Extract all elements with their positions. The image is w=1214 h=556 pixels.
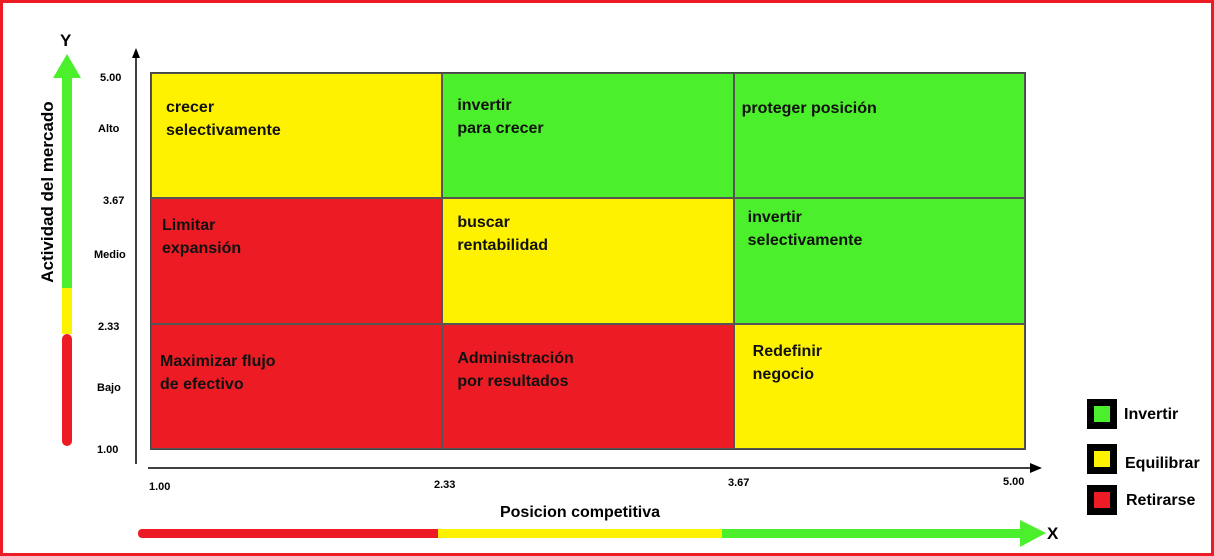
cell-label: Redefinir negocio xyxy=(752,342,822,383)
y-arrow-yellow-segment xyxy=(62,288,72,334)
y-axis-arrowhead xyxy=(132,48,140,58)
x-axis-arrowhead xyxy=(1030,463,1042,473)
cell-label: buscar rentabilidad xyxy=(457,214,549,255)
y-axis-line xyxy=(132,48,140,464)
cell-label: crecer selectivamente xyxy=(166,99,281,139)
y-tick: Bajo xyxy=(97,382,121,394)
cell-label: invertir selectivamente xyxy=(747,209,863,250)
y-gradient-arrow xyxy=(53,54,81,446)
strategy-matrix: crecer selectivamente invertir para crec… xyxy=(150,72,1026,450)
cell-label: Administración por resultados xyxy=(457,349,574,390)
matrix-cell: buscar rentabilidad xyxy=(442,198,734,324)
matrix-cell: Maximizar flujo de efectivo xyxy=(151,323,443,449)
y-tick: 2.33 xyxy=(98,321,120,333)
y-tick: 5.00 xyxy=(100,72,122,84)
x-tick: 1.00 xyxy=(149,481,171,493)
cell-label: Maximizar flujo de efectivo xyxy=(160,352,276,393)
cell-label: invertir para crecer xyxy=(457,97,544,137)
legend-swatch-fill xyxy=(1094,492,1110,508)
y-tick: 1.00 xyxy=(97,444,119,456)
legend-label: Invertir xyxy=(1124,406,1179,423)
x-tick: 3.67 xyxy=(728,477,750,489)
x-gradient-arrow xyxy=(138,520,1046,547)
x-tick: 2.33 xyxy=(434,479,456,491)
legend-swatch xyxy=(1087,485,1117,515)
legend-swatch-fill xyxy=(1094,406,1110,422)
y-tick: Medio xyxy=(94,249,126,261)
y-arrow-red-segment xyxy=(62,334,72,446)
y-tick: Alto xyxy=(98,123,120,135)
cell-label: Limitar expansión xyxy=(162,217,242,258)
x-axis-line xyxy=(148,463,1042,473)
matrix-cell: crecer selectivamente xyxy=(151,73,443,199)
legend-swatch xyxy=(1087,399,1117,429)
x-tick: 5.00 xyxy=(1003,476,1025,488)
x-axis-title: Posicion competitiva xyxy=(499,504,661,521)
y-tick: 3.67 xyxy=(103,195,125,207)
y-arrow-green-segment xyxy=(62,76,72,288)
legend-label: Retirarse xyxy=(1126,492,1196,509)
legend-label: Equilibrar xyxy=(1125,455,1200,472)
matrix-cell: Redefinir negocio xyxy=(733,323,1025,449)
matrix-cell: invertir para crecer xyxy=(442,73,734,199)
matrix-cell: invertir selectivamente xyxy=(733,198,1025,324)
legend-swatch-fill xyxy=(1094,451,1110,467)
y-axis-letter: Y xyxy=(60,31,72,50)
cell-label: proteger posición xyxy=(741,100,877,117)
x-arrow-head xyxy=(1020,520,1046,547)
matrix-cell: Administración por resultados xyxy=(442,323,734,449)
x-axis-letter: X xyxy=(1047,524,1059,543)
legend-swatch xyxy=(1087,444,1117,474)
matrix-cell: Limitar expansión xyxy=(151,198,443,324)
x-arrow-red-segment xyxy=(138,529,442,538)
x-arrow-yellow-segment xyxy=(438,529,726,538)
y-arrow-head xyxy=(53,54,81,78)
x-arrow-green-segment xyxy=(722,529,1022,538)
matrix-cell: proteger posición xyxy=(733,73,1025,199)
